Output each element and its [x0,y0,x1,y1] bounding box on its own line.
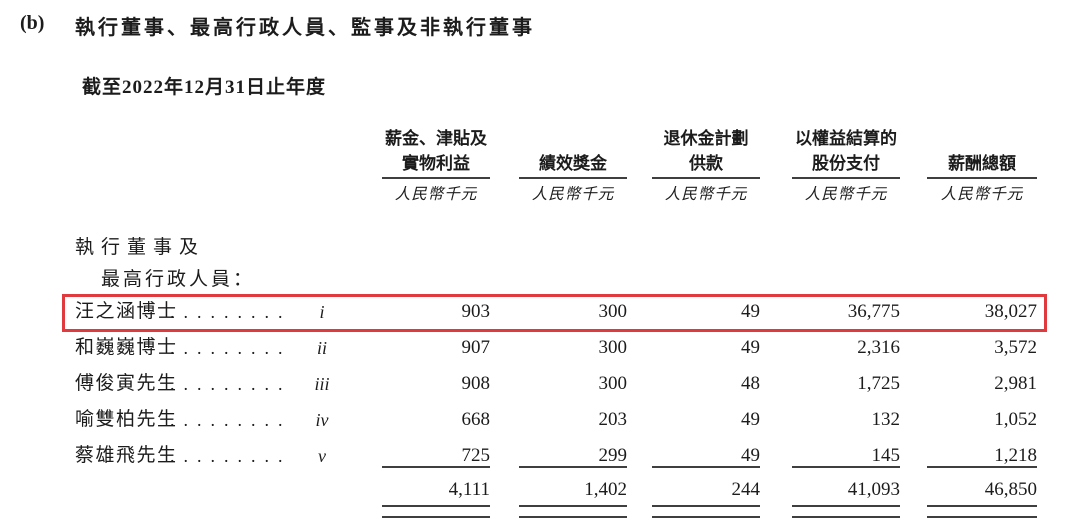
subtotal-rule-col5 [927,466,1037,468]
table-row: 傅俊寅先生 ......... iii 908 300 48 1,725 2,9… [0,373,1080,395]
col-header-bonus: 績效獎金 [539,154,607,173]
director-name: 蔡雄飛先生 [75,445,178,466]
total-salary: 4,111 [448,479,490,500]
grand-total-double-rule-col5 [927,505,1037,518]
row-note-roman: i [319,302,325,322]
header-rule-col2 [519,177,627,179]
subtotal-rule-col3 [652,466,760,468]
col-header-total: 薪酬總額 [948,154,1016,173]
group-label-executive-directors: 執行董事及 [75,237,206,258]
col-header-salary-line1: 薪金、津貼及 [385,129,487,148]
header-rule-col5 [927,177,1037,179]
col-header-share-line2: 股份支付 [812,154,880,173]
cell-pension: 49 [741,301,760,322]
cell-share-payment: 132 [871,409,901,430]
unit-label-col4: 人民幣千元 [804,186,888,203]
cell-share-payment: 1,725 [857,373,900,394]
table-row: 蔡雄飛先生 ......... v 725 299 49 145 1,218 [0,445,1080,467]
subtotal-rule-col4 [792,466,900,468]
row-note-roman: ii [316,338,327,358]
total-share-payment: 41,093 [847,479,900,500]
cell-pension: 49 [741,337,760,358]
highlight-box [62,294,1047,332]
cell-bonus: 300 [598,301,628,322]
dot-leader: ......... [170,446,292,466]
cell-share-payment: 145 [871,445,901,466]
grand-total-double-rule-col1 [382,505,490,518]
row-note-roman: iv [315,410,329,430]
cell-salary: 668 [461,409,491,430]
cell-salary: 903 [461,301,491,322]
director-name: 喻雙柏先生 [75,409,178,430]
grand-total-double-rule-col3 [652,505,760,518]
cell-total: 3,572 [994,337,1037,358]
cell-share-payment: 36,775 [847,301,900,322]
cell-salary: 908 [461,373,491,394]
subtotal-rule-col2 [519,466,627,468]
cell-total: 2,981 [994,373,1037,394]
dot-leader: ......... [170,338,292,358]
table-row: 喻雙柏先生 ......... iv 668 203 49 132 1,052 [0,409,1080,431]
period-subtitle: 截至2022年12月31日止年度 [82,77,327,98]
unit-label-col5: 人民幣千元 [940,186,1024,203]
cell-total: 38,027 [984,301,1037,322]
cell-total: 1,218 [994,445,1037,466]
grand-total-double-rule-col2 [519,505,627,518]
dot-leader: ......... [170,374,292,394]
col-header-salary-line2: 實物利益 [402,154,470,173]
header-rule-col4 [792,177,900,179]
table-row: 汪之涵博士 ......... i 903 300 49 36,775 38,0… [0,301,1080,323]
total-pension: 244 [731,479,761,500]
section-title: 執行董事、最高行政人員、監事及非執行董事 [75,17,535,39]
group-label-senior-management: 最高行政人員： [101,269,256,290]
col-header-pension-line2: 供款 [689,154,723,173]
unit-label-col3: 人民幣千元 [664,186,748,203]
director-name: 和巍巍博士 [75,337,178,358]
grand-total-double-rule-col4 [792,505,900,518]
row-note-roman: v [318,446,326,466]
cell-total: 1,052 [994,409,1037,430]
dot-leader: ......... [170,410,292,430]
cell-pension: 48 [741,373,760,394]
unit-label-col1: 人民幣千元 [394,186,478,203]
header-rule-col3 [652,177,760,179]
subtotal-rule-col1 [382,466,490,468]
director-name: 傅俊寅先生 [75,373,178,394]
director-name: 汪之涵博士 [75,301,178,322]
cell-share-payment: 2,316 [857,337,900,358]
header-rule-col1 [382,177,490,179]
cell-pension: 49 [741,445,760,466]
cell-bonus: 300 [598,337,628,358]
totals-row: 4,111 1,402 244 41,093 46,850 [0,479,1080,501]
table-row: 和巍巍博士 ......... ii 907 300 49 2,316 3,57… [0,337,1080,359]
cell-bonus: 203 [598,409,628,430]
row-note-roman: iii [314,374,330,394]
cell-bonus: 299 [598,445,628,466]
section-label: (b) [20,12,45,34]
cell-salary: 725 [461,445,491,466]
total-remuneration: 46,850 [984,479,1037,500]
cell-pension: 49 [741,409,760,430]
col-header-pension-line1: 退休金計劃 [663,129,749,148]
total-bonus: 1,402 [584,479,627,500]
cell-salary: 907 [461,337,491,358]
unit-label-col2: 人民幣千元 [531,186,615,203]
dot-leader: ......... [170,302,292,322]
cell-bonus: 300 [598,373,628,394]
col-header-share-line1: 以權益結算的 [795,129,897,148]
